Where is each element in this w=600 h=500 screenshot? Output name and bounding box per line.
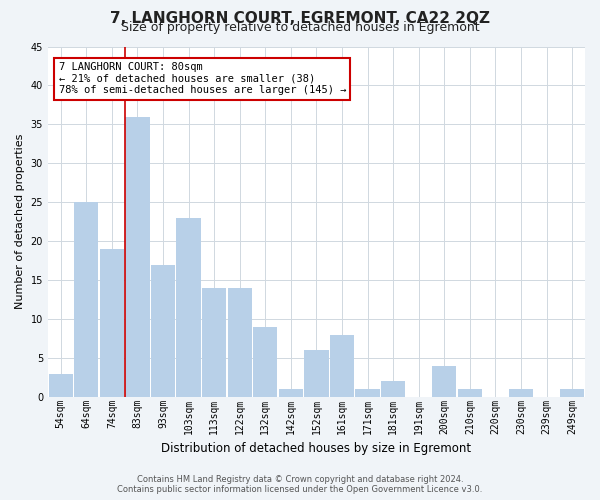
Bar [279, 389, 303, 397]
Bar [355, 389, 380, 397]
Bar [227, 288, 252, 397]
Bar [74, 202, 98, 397]
Text: Contains HM Land Registry data © Crown copyright and database right 2024.
Contai: Contains HM Land Registry data © Crown c… [118, 474, 482, 494]
Bar [509, 389, 533, 397]
Bar [253, 327, 277, 397]
Bar [432, 366, 457, 397]
X-axis label: Distribution of detached houses by size in Egremont: Distribution of detached houses by size … [161, 442, 472, 455]
Bar [330, 334, 354, 397]
Bar [49, 374, 73, 397]
Text: 7 LANGHORN COURT: 80sqm
← 21% of detached houses are smaller (38)
78% of semi-de: 7 LANGHORN COURT: 80sqm ← 21% of detache… [59, 62, 346, 96]
Bar [125, 116, 149, 397]
Bar [560, 389, 584, 397]
Bar [100, 249, 124, 397]
Bar [304, 350, 329, 397]
Text: 7, LANGHORN COURT, EGREMONT, CA22 2QZ: 7, LANGHORN COURT, EGREMONT, CA22 2QZ [110, 11, 490, 26]
Bar [176, 218, 201, 397]
Bar [381, 382, 406, 397]
Text: Size of property relative to detached houses in Egremont: Size of property relative to detached ho… [121, 22, 479, 35]
Bar [458, 389, 482, 397]
Y-axis label: Number of detached properties: Number of detached properties [15, 134, 25, 310]
Bar [151, 264, 175, 397]
Bar [202, 288, 226, 397]
